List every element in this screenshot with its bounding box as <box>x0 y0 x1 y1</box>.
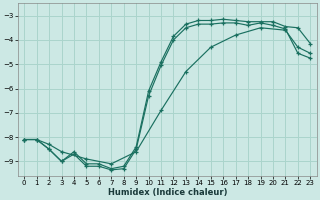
X-axis label: Humidex (Indice chaleur): Humidex (Indice chaleur) <box>108 188 227 197</box>
